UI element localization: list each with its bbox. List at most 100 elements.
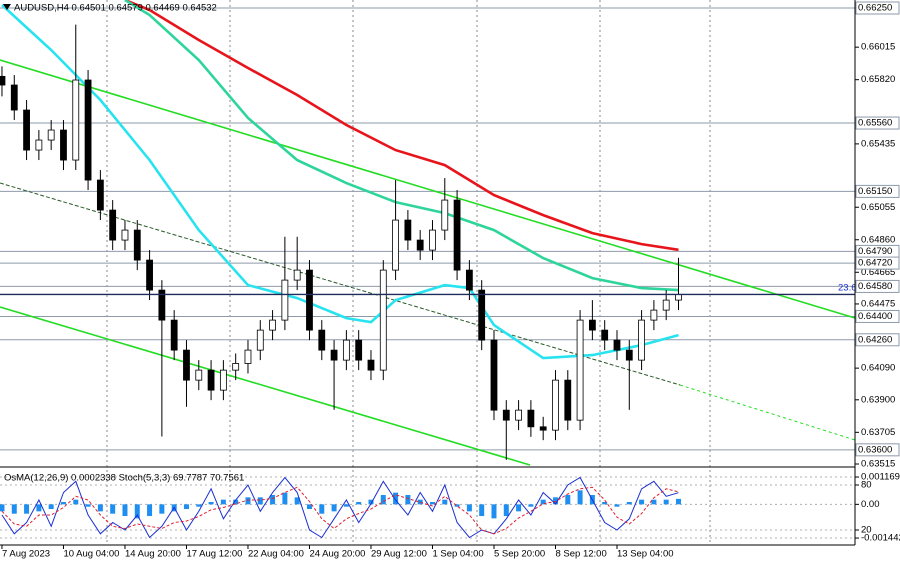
candle-body — [244, 349, 252, 364]
osma-bar — [442, 499, 448, 505]
osma-bar — [663, 499, 669, 505]
candle-body — [613, 339, 621, 351]
candle-body — [10, 84, 18, 111]
candle-body — [60, 129, 67, 161]
osma-bar — [368, 499, 374, 505]
candle-body — [170, 319, 178, 351]
osma-bar — [0, 504, 5, 512]
level-label: 0.66250 — [858, 3, 892, 14]
x-tick-label: 8 Sep 12:00 — [555, 549, 606, 560]
level-label: 0.63600 — [858, 444, 892, 455]
osma-bar — [306, 504, 312, 510]
osma-bar — [577, 490, 583, 505]
candle-body — [416, 239, 424, 251]
osma-bar — [528, 504, 534, 507]
osma-bar — [220, 499, 226, 505]
y-tick-label: 0.64665 — [861, 267, 895, 278]
candle-body — [392, 219, 399, 271]
candle-body — [293, 269, 301, 281]
osma-bar — [319, 504, 325, 514]
candle-body — [675, 294, 682, 301]
osma-bar — [122, 504, 128, 517]
x-tick-label: 22 Aug 04:00 — [248, 549, 304, 560]
x-tick-label: 13 Sep 04:00 — [617, 549, 674, 560]
level-label: 0.65560 — [858, 118, 892, 129]
x-tick-label: 10 Aug 04:00 — [63, 549, 119, 560]
candle-body — [367, 359, 375, 371]
moving-average — [124, 0, 679, 252]
candle-body — [23, 109, 30, 151]
osma-bar — [208, 502, 214, 505]
osma-bar — [356, 502, 362, 505]
candle-body — [232, 363, 240, 371]
chart-title: AUDUSD,H4 0.64501 0.64579 0.64469 0.6453… — [14, 3, 217, 14]
osma-bar — [491, 504, 497, 519]
osma-bar — [36, 504, 42, 512]
osma-bar — [626, 502, 632, 505]
candle-body — [207, 369, 215, 391]
level-label-box — [855, 279, 900, 293]
osma-bar — [651, 499, 657, 505]
y-tick-label: 0.65820 — [861, 74, 895, 85]
candle-body — [256, 329, 264, 351]
candle-body — [625, 349, 633, 361]
y-tick-label: 0.00 — [861, 499, 880, 510]
osma-bar — [85, 504, 91, 507]
osma-bar — [614, 504, 620, 507]
candle-body — [564, 379, 572, 421]
candle-body — [318, 329, 326, 351]
osma-bar — [73, 499, 79, 505]
candle-body — [84, 79, 92, 181]
candle-body — [342, 339, 350, 361]
candle-body — [441, 199, 449, 231]
y-tick-label: 0.63515 — [861, 459, 895, 470]
level-label-box — [855, 1, 900, 15]
x-tick-label: 5 Sep 20:00 — [494, 549, 545, 560]
candle-body — [588, 319, 596, 331]
trend-line-mid-ext — [679, 384, 856, 441]
trend-line-mid — [0, 182, 681, 386]
y-tick-label: 0.64090 — [861, 363, 895, 374]
osma-bar — [454, 504, 460, 507]
x-tick-label: 14 Aug 20:00 — [125, 549, 181, 560]
y-tick-label: 0.66015 — [861, 42, 895, 53]
y2-tick-label: 80 — [861, 480, 872, 491]
candle-body — [638, 319, 645, 361]
osma-bar — [343, 504, 349, 507]
candle-body — [146, 259, 153, 291]
x-tick-label: 17 Aug 12:00 — [186, 549, 242, 560]
osma-bar — [540, 499, 546, 505]
candle-body — [379, 269, 387, 371]
y-tick-label: 0.63900 — [861, 394, 895, 405]
moving-average — [1, 4, 679, 360]
candle-body — [269, 319, 276, 331]
level-label: 0.64580 — [858, 281, 892, 292]
level-label: 0.64400 — [858, 311, 892, 322]
candle-body — [330, 349, 338, 361]
candle-body — [281, 279, 289, 321]
candle-body — [429, 229, 436, 251]
level-label-box — [855, 116, 900, 130]
candle-body — [404, 219, 412, 241]
candle-body — [183, 349, 190, 381]
y-tick-label: 0.63705 — [861, 427, 895, 438]
level-label: 0.64790 — [858, 246, 892, 257]
level-label: 0.65150 — [858, 186, 892, 197]
x-tick-label: 7 Aug 2023 — [2, 549, 50, 560]
osma-bar — [233, 499, 239, 505]
y2-tick-label: 20 — [861, 525, 872, 536]
candle-body — [158, 289, 166, 321]
osma-bar — [196, 504, 202, 507]
level-label: 0.64260 — [858, 334, 892, 345]
candle-body — [502, 409, 510, 421]
x-tick-label: 24 Aug 20:00 — [309, 549, 365, 560]
osma-bar — [331, 504, 337, 512]
marks-layer — [0, 0, 855, 539]
fib-label: 23.6 — [838, 283, 857, 294]
osma-bar — [639, 499, 645, 505]
osma-bar — [11, 504, 17, 514]
candle-body — [527, 409, 535, 428]
osma-bar — [479, 504, 485, 517]
osma-bar — [97, 504, 103, 512]
